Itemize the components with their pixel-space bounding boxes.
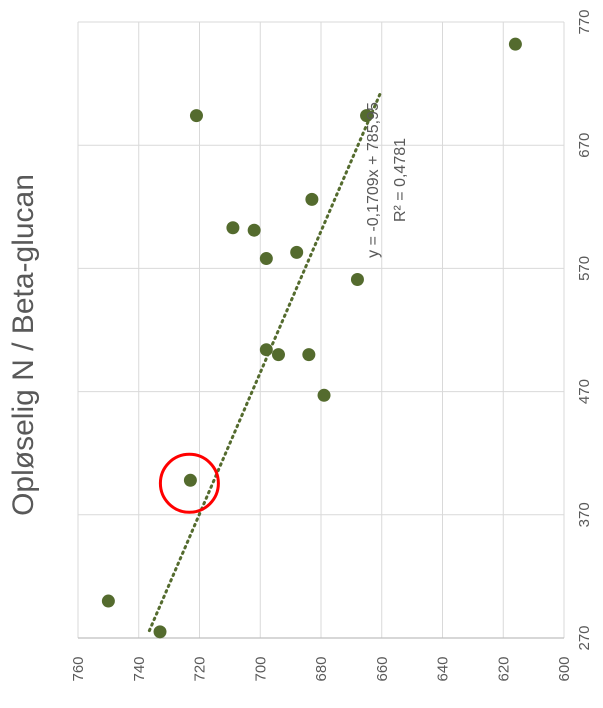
data-point — [153, 625, 167, 639]
y-tick-label-720: 720 — [192, 656, 209, 681]
chart-title: Opløselig N / Beta-glucan — [7, 174, 40, 516]
x-tick-label-270: 270 — [576, 625, 593, 650]
trendline-group — [147, 91, 382, 633]
data-point — [290, 245, 304, 259]
data-point — [101, 594, 115, 608]
y-tick-label-640: 640 — [435, 656, 452, 681]
trendline-equation: y = -0,1709x + 785,95 R² = 0,4781 — [365, 102, 409, 258]
x-tick-label-370: 370 — [576, 502, 593, 527]
data-point — [305, 192, 319, 206]
r-squared-text: R² = 0,4781 — [392, 138, 409, 222]
data-point — [183, 473, 197, 487]
data-point — [302, 348, 316, 362]
x-tick-label-670: 670 — [576, 133, 593, 158]
x-tick-label-470: 470 — [576, 379, 593, 404]
highlight-circle — [158, 452, 220, 514]
data-point — [259, 343, 273, 357]
y-tick-label-740: 740 — [131, 656, 148, 681]
data-point — [226, 221, 240, 235]
data-points — [101, 37, 522, 639]
trendline — [147, 91, 382, 633]
data-point — [271, 348, 285, 362]
data-point — [317, 388, 331, 402]
trendline-equation-text: y = -0,1709x + 785,95 — [365, 102, 382, 258]
y-tick-label-700: 700 — [252, 656, 269, 681]
y-tick-label-660: 660 — [374, 656, 391, 681]
data-point — [189, 109, 203, 123]
data-point — [247, 223, 261, 237]
x-tick-label-570: 570 — [576, 256, 593, 281]
y-tick-label-760: 760 — [70, 656, 87, 681]
y-tick-label-600: 600 — [556, 656, 573, 681]
gridlines — [77, 21, 565, 639]
data-point — [259, 252, 273, 266]
y-tick-label-620: 620 — [495, 656, 512, 681]
tick-labels: 270 370 470 570 670 770 760 740 720 700 680 660 640 6… — [70, 9, 593, 681]
data-point — [508, 37, 522, 51]
data-point — [360, 109, 374, 123]
x-tick-label-770: 770 — [576, 9, 593, 34]
highlight-group — [158, 452, 220, 514]
y-tick-label-680: 680 — [313, 656, 330, 681]
data-point — [350, 272, 364, 286]
